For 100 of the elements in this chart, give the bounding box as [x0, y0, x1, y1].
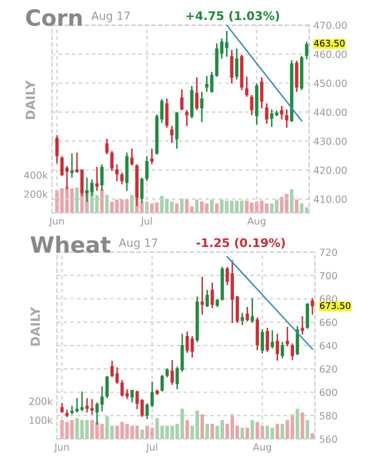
text: DAILY	[26, 80, 35, 120]
y-tick-label: 720	[320, 248, 338, 256]
candlestick	[200, 91, 204, 123]
y-tick-label: 580	[320, 412, 338, 420]
candlestick	[245, 76, 248, 98]
candlestick	[266, 327, 269, 353]
y-tick-label: 660	[320, 318, 338, 326]
candlestick	[145, 155, 148, 182]
x-tick-label: Jul	[146, 443, 158, 452]
text: -1.25 (0.19%)	[196, 238, 285, 249]
bar	[306, 420, 310, 439]
bar	[195, 200, 199, 213]
candlestick	[120, 172, 124, 185]
y-tick-label: 440.00	[314, 108, 347, 116]
candlestick	[105, 138, 109, 156]
candlestick	[130, 148, 134, 166]
text: +4.75 (1.03%)	[186, 11, 280, 22]
y-tick-label: 620	[320, 365, 338, 373]
text: 463.50	[314, 40, 345, 47]
candlestick	[285, 108, 288, 128]
candlestick	[115, 164, 119, 182]
bar	[250, 420, 254, 439]
bar	[180, 198, 184, 213]
y-tick-label: 420.00	[314, 166, 347, 174]
candlestick	[165, 98, 168, 128]
y-tick-label: 640	[320, 342, 338, 350]
candlestick	[130, 389, 134, 404]
candlestick	[150, 148, 154, 165]
bar	[276, 424, 280, 439]
text: 673.50	[320, 302, 350, 310]
candlestick	[246, 306, 249, 322]
candlestick	[105, 375, 109, 399]
candlestick	[280, 105, 284, 120]
candlestick	[55, 134, 59, 164]
y-tick-label: 430.00	[314, 138, 347, 145]
candlestick	[170, 359, 174, 386]
text: DAILY	[30, 306, 40, 346]
y-tick-label: 460.00	[314, 50, 347, 58]
bar	[280, 424, 284, 439]
candlestick	[230, 49, 234, 84]
candlestick	[135, 390, 139, 410]
candlestick	[280, 341, 284, 360]
y2-tick-label: 200k	[24, 190, 48, 198]
bar	[210, 200, 214, 213]
candlestick	[265, 102, 268, 124]
bar	[246, 428, 250, 439]
candlestick	[310, 297, 314, 316]
bar	[200, 414, 204, 439]
x-tick-label: Jun	[54, 443, 69, 452]
y-tick-label: 470.00	[314, 22, 347, 29]
candlestick	[185, 109, 188, 127]
bar	[105, 194, 109, 213]
bar	[75, 187, 79, 213]
candlestick	[120, 379, 124, 398]
candlestick	[140, 398, 144, 418]
chart-title: Corn	[26, 9, 82, 26]
candlestick	[206, 289, 209, 308]
candlestick	[210, 282, 214, 309]
candlestick	[170, 125, 174, 144]
candlestick	[260, 76, 264, 110]
candlestick	[290, 342, 294, 361]
candlestick	[160, 374, 164, 392]
chart-title: Wheat	[30, 236, 110, 253]
candlestick	[180, 88, 184, 111]
x-tick-label: Jul	[140, 217, 152, 226]
candlestick	[195, 76, 198, 111]
candlestick	[80, 390, 84, 412]
bar	[215, 203, 219, 213]
x-tick-label: Aug	[247, 217, 266, 227]
bar	[294, 200, 298, 213]
y-tick-label: 450.00	[314, 80, 347, 87]
bar	[300, 412, 304, 439]
chart-subtitle: Aug 17	[91, 12, 130, 22]
bar	[240, 428, 244, 439]
chart-subtitle: Aug 17	[118, 238, 158, 250]
candlestick	[110, 150, 114, 172]
x-tick-label: Jun	[48, 217, 64, 226]
candlestick	[200, 276, 204, 316]
bar	[185, 420, 189, 439]
y2-tick-label: 400k	[24, 171, 48, 179]
candlestick	[286, 326, 290, 347]
bar	[140, 430, 144, 439]
candlestick	[60, 402, 64, 414]
candlestick	[270, 330, 274, 350]
y-tick-label: 700	[320, 272, 338, 280]
bar	[100, 189, 104, 213]
bar	[130, 194, 134, 213]
candlestick	[305, 40, 308, 60]
candlestick	[235, 48, 238, 80]
candlestick	[250, 297, 254, 324]
candlestick	[110, 360, 114, 378]
candlestick	[100, 386, 104, 412]
y-tick-label: 560	[320, 435, 338, 443]
y-tick-label: 600	[320, 388, 338, 396]
y2-tick-label: 200k	[29, 397, 53, 405]
bar	[175, 203, 179, 213]
bar	[296, 408, 300, 439]
candlestick	[276, 332, 279, 362]
bar	[210, 424, 214, 439]
y-tick-label: 410.00	[314, 196, 347, 203]
